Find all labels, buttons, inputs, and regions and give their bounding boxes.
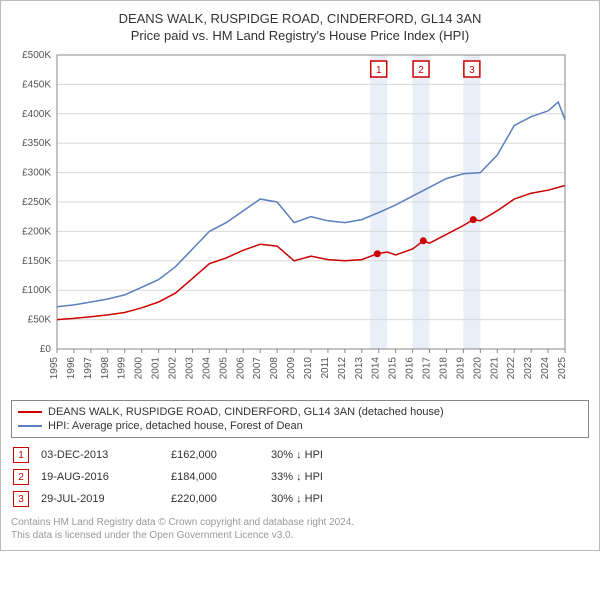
svg-text:£50K: £50K bbox=[28, 315, 52, 326]
chart-area: £0 £50K £100K £150K £200K £250K £300K £350K £400… bbox=[11, 49, 589, 394]
sales-row: 3 29-JUL-2019£220,00030% ↓ HPI bbox=[11, 488, 589, 510]
svg-text:2015: 2015 bbox=[388, 357, 399, 380]
sale-price: £184,000 bbox=[171, 471, 271, 483]
svg-text:2021: 2021 bbox=[489, 357, 500, 380]
legend-swatch bbox=[18, 425, 42, 427]
svg-text:2007: 2007 bbox=[252, 357, 263, 380]
svg-text:1999: 1999 bbox=[117, 357, 128, 380]
legend-row: HPI: Average price, detached house, Fore… bbox=[18, 419, 582, 433]
line-chart: £0 £50K £100K £150K £200K £250K £300K £350K £400… bbox=[11, 49, 571, 389]
svg-text:2003: 2003 bbox=[184, 357, 195, 380]
svg-text:2025: 2025 bbox=[557, 357, 568, 380]
legend-label: HPI: Average price, detached house, Fore… bbox=[48, 420, 303, 432]
svg-text:2000: 2000 bbox=[134, 357, 145, 380]
svg-text:1997: 1997 bbox=[83, 357, 94, 380]
svg-text:2004: 2004 bbox=[201, 357, 212, 380]
sale-diff: 30% ↓ HPI bbox=[271, 493, 381, 505]
legend: DEANS WALK, RUSPIDGE ROAD, CINDERFORD, G… bbox=[11, 400, 589, 438]
sale-date: 19-AUG-2016 bbox=[41, 471, 171, 483]
sale-date: 29-JUL-2019 bbox=[41, 493, 171, 505]
svg-text:2018: 2018 bbox=[438, 357, 449, 380]
svg-text:2009: 2009 bbox=[286, 357, 297, 380]
svg-text:2020: 2020 bbox=[472, 357, 483, 380]
svg-text:£400K: £400K bbox=[22, 109, 51, 120]
title-line-2: Price paid vs. HM Land Registry's House … bbox=[11, 28, 589, 43]
title-line-1: DEANS WALK, RUSPIDGE ROAD, CINDERFORD, G… bbox=[11, 11, 589, 26]
footer-line-1: Contains HM Land Registry data © Crown c… bbox=[11, 516, 589, 529]
sale-marker: 3 bbox=[13, 491, 29, 507]
legend-label: DEANS WALK, RUSPIDGE ROAD, CINDERFORD, G… bbox=[48, 406, 444, 418]
sale-price: £162,000 bbox=[171, 449, 271, 461]
svg-text:£250K: £250K bbox=[22, 197, 51, 208]
svg-text:£100K: £100K bbox=[22, 285, 51, 296]
svg-text:£500K: £500K bbox=[22, 50, 51, 61]
svg-text:3: 3 bbox=[469, 65, 475, 76]
svg-text:1: 1 bbox=[376, 65, 382, 76]
svg-text:2: 2 bbox=[418, 65, 424, 76]
footer-attribution: Contains HM Land Registry data © Crown c… bbox=[11, 516, 589, 542]
chart-card: DEANS WALK, RUSPIDGE ROAD, CINDERFORD, G… bbox=[0, 0, 600, 551]
svg-text:2002: 2002 bbox=[168, 357, 179, 380]
sale-diff: 33% ↓ HPI bbox=[271, 471, 381, 483]
svg-text:£300K: £300K bbox=[22, 168, 51, 179]
svg-text:1996: 1996 bbox=[66, 357, 77, 380]
legend-swatch bbox=[18, 411, 42, 413]
svg-text:2024: 2024 bbox=[540, 357, 551, 380]
sale-diff: 30% ↓ HPI bbox=[271, 449, 381, 461]
sale-marker: 2 bbox=[13, 469, 29, 485]
svg-text:2008: 2008 bbox=[269, 357, 280, 380]
sale-date: 03-DEC-2013 bbox=[41, 449, 171, 461]
sales-row: 2 19-AUG-2016£184,00033% ↓ HPI bbox=[11, 466, 589, 488]
svg-text:2005: 2005 bbox=[218, 357, 229, 380]
svg-text:1995: 1995 bbox=[49, 357, 60, 380]
svg-text:2013: 2013 bbox=[354, 357, 365, 380]
svg-text:2014: 2014 bbox=[371, 357, 382, 380]
sales-row: 1 03-DEC-2013£162,00030% ↓ HPI bbox=[11, 444, 589, 466]
svg-text:2023: 2023 bbox=[523, 357, 534, 380]
svg-text:1998: 1998 bbox=[100, 357, 111, 380]
svg-text:2010: 2010 bbox=[303, 357, 314, 380]
svg-text:£350K: £350K bbox=[22, 138, 51, 149]
footer-line-2: This data is licensed under the Open Gov… bbox=[11, 529, 589, 542]
svg-text:2019: 2019 bbox=[455, 357, 466, 380]
svg-text:2012: 2012 bbox=[337, 357, 348, 380]
svg-text:£150K: £150K bbox=[22, 256, 51, 267]
svg-text:2001: 2001 bbox=[151, 357, 162, 380]
svg-text:2011: 2011 bbox=[320, 357, 331, 379]
svg-text:£200K: £200K bbox=[22, 226, 51, 237]
svg-text:2006: 2006 bbox=[235, 357, 246, 380]
sale-marker: 1 bbox=[13, 447, 29, 463]
svg-text:2017: 2017 bbox=[422, 357, 433, 380]
legend-row: DEANS WALK, RUSPIDGE ROAD, CINDERFORD, G… bbox=[18, 405, 582, 419]
svg-text:2016: 2016 bbox=[405, 357, 416, 380]
svg-text:£450K: £450K bbox=[22, 79, 51, 90]
sales-table: 103-DEC-2013£162,00030% ↓ HPI219-AUG-201… bbox=[11, 444, 589, 510]
svg-text:2022: 2022 bbox=[506, 357, 517, 380]
sale-price: £220,000 bbox=[171, 493, 271, 505]
svg-text:£0: £0 bbox=[40, 344, 52, 355]
